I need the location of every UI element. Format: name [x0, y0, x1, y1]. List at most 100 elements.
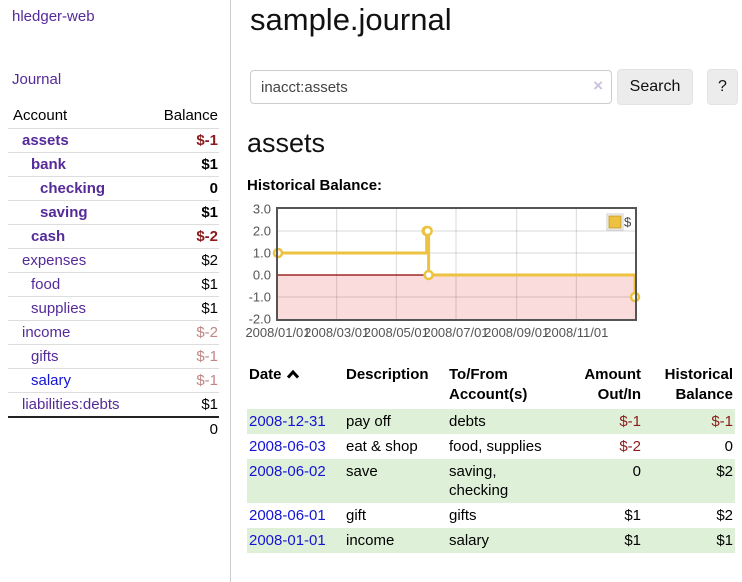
- register-date-link[interactable]: 2008-06-01: [249, 507, 326, 524]
- register-balance: $2: [716, 507, 733, 524]
- svg-text:0.0: 0.0: [253, 268, 271, 283]
- chart-title: Historical Balance:: [247, 177, 383, 194]
- register-accounts: salary: [447, 528, 559, 553]
- account-row: food $1: [8, 272, 219, 297]
- account-balance: 0: [145, 176, 219, 201]
- svg-text:$: $: [624, 215, 632, 230]
- svg-text:-1.0: -1.0: [249, 290, 271, 305]
- sidebar-account-cash[interactable]: cash: [31, 228, 66, 245]
- search-input[interactable]: [250, 70, 612, 104]
- register-row: 2008-12-31 pay off debts $-1 $-1: [247, 409, 735, 434]
- svg-text:2008/01/01: 2008/01/01: [245, 325, 310, 340]
- account-row: income $-2: [8, 320, 219, 345]
- register-amount: 0: [559, 459, 643, 503]
- register-balance: $-1: [643, 409, 735, 434]
- register-description: eat & shop: [346, 438, 418, 455]
- account-row: salary $-1: [8, 368, 219, 393]
- sidebar-account-liabilities-debts[interactable]: liabilities:debts: [22, 396, 120, 413]
- accounts-total-spacer: [8, 416, 146, 441]
- account-balance: $-1: [145, 344, 219, 369]
- register-date-link[interactable]: 2008-06-03: [249, 438, 326, 455]
- chevron-up-icon: [286, 369, 299, 379]
- sidebar-account-bank[interactable]: bank: [31, 156, 67, 173]
- register-balance: $2: [643, 459, 735, 503]
- accounts-panel: Account Balance assets $-1 bank $1 checking 0…: [8, 104, 219, 441]
- search-button[interactable]: Search: [617, 69, 693, 105]
- accounts-header-balance: Balance: [163, 107, 218, 124]
- sidebar-item-journal[interactable]: Journal: [12, 71, 62, 88]
- sidebar: hledger-web Journal Account Balance asse…: [0, 0, 231, 582]
- register-description: income: [344, 528, 447, 553]
- sidebar-account-food[interactable]: food: [31, 276, 61, 293]
- clear-search-icon[interactable]: ×: [593, 76, 603, 95]
- register-date-link[interactable]: 2008-12-31: [249, 413, 326, 430]
- account-row: gifts $-1: [8, 344, 219, 369]
- register-row: 2008-01-01 income salary $1 $1: [247, 528, 735, 553]
- register-amount: $1: [559, 528, 643, 553]
- account-row: saving $1: [8, 200, 219, 225]
- account-balance: $-2: [145, 320, 219, 345]
- register-row: 2008-06-03 eat & shop food, supplies $-2 0: [247, 434, 735, 459]
- svg-text:3.0: 3.0: [253, 202, 271, 217]
- svg-text:2.0: 2.0: [253, 224, 271, 239]
- account-row: supplies $1: [8, 296, 219, 321]
- sidebar-account-salary[interactable]: salary: [31, 372, 72, 389]
- account-heading: assets: [247, 128, 326, 158]
- account-balance: $2: [145, 248, 219, 273]
- sidebar-account-expenses[interactable]: expenses: [22, 252, 87, 269]
- chart-canvas: 3.0 2.0 1.0 0.0 -1.0 -2.02008/01/012008/03/01…: [245, 202, 641, 340]
- account-row: bank $1: [8, 152, 219, 177]
- account-row: assets $-1: [8, 128, 219, 153]
- account-balance: $1: [145, 152, 219, 177]
- svg-text:-2.0: -2.0: [249, 312, 271, 327]
- svg-text:2008/11/01: 2008/11/01: [544, 325, 608, 340]
- account-row: liabilities:debts $1: [8, 392, 219, 417]
- account-row: checking 0: [8, 176, 219, 201]
- register-row: 2008-06-02 save saving, checking 0 $2: [247, 459, 735, 503]
- account-balance: $-2: [145, 224, 219, 249]
- sidebar-account-supplies[interactable]: supplies: [31, 300, 87, 317]
- register-header-description: Description: [346, 366, 429, 383]
- register-header-balance: Historical Balance: [664, 366, 733, 403]
- register-row: 2008-06-01 gift gifts $1 $2: [247, 503, 735, 528]
- sidebar-account-income[interactable]: income: [22, 324, 71, 341]
- register-header-row: Date Description To/From Account(s) Amou…: [247, 363, 735, 409]
- register-description: pay off: [344, 409, 447, 434]
- register-header-accounts: To/From Account(s): [449, 366, 528, 403]
- accounts-total-row: 0: [8, 416, 219, 441]
- svg-text:2008/09/01: 2008/09/01: [484, 325, 549, 340]
- register-header-amount: Amount Out/In: [584, 366, 641, 403]
- register-balance: $1: [643, 528, 735, 553]
- register-accounts: food, supplies: [449, 438, 542, 455]
- svg-text:2008/07/01: 2008/07/01: [423, 325, 488, 340]
- sidebar-account-checking[interactable]: checking: [40, 180, 106, 197]
- register-accounts: debts: [447, 409, 559, 434]
- accounts-total-value: 0: [145, 416, 219, 441]
- register-balance: 0: [724, 438, 733, 455]
- account-row: expenses $2: [8, 248, 219, 273]
- register-date-link[interactable]: 2008-01-01: [249, 532, 326, 549]
- sidebar-account-saving[interactable]: saving: [40, 204, 88, 221]
- register-header-date[interactable]: Date: [247, 363, 344, 409]
- help-button[interactable]: ?: [707, 69, 738, 105]
- account-balance: $1: [145, 392, 219, 417]
- register-accounts: gifts: [449, 507, 477, 524]
- register-date-link[interactable]: 2008-06-02: [249, 463, 326, 480]
- svg-text:2008/03/01: 2008/03/01: [304, 325, 369, 340]
- register-description: gift: [346, 507, 367, 524]
- sidebar-account-assets[interactable]: assets: [22, 132, 69, 149]
- register-description: save: [344, 459, 447, 503]
- register-table: Date Description To/From Account(s) Amou…: [247, 363, 735, 553]
- account-balance: $1: [145, 296, 219, 321]
- account-balance: $1: [145, 272, 219, 297]
- sidebar-account-gifts[interactable]: gifts: [31, 348, 59, 365]
- accounts-table: Account Balance assets $-1 bank $1 checking 0…: [8, 104, 219, 441]
- svg-text:2008/05/01: 2008/05/01: [364, 325, 429, 340]
- register-amount: $1: [624, 507, 641, 524]
- app-brand-link[interactable]: hledger-web: [12, 8, 95, 25]
- account-balance: $-1: [145, 368, 219, 393]
- accounts-header-account: Account: [13, 107, 68, 124]
- account-balance: $-1: [145, 128, 219, 153]
- register-panel: Date Description To/From Account(s) Amou…: [247, 363, 735, 553]
- account-row: cash $-2: [8, 224, 219, 249]
